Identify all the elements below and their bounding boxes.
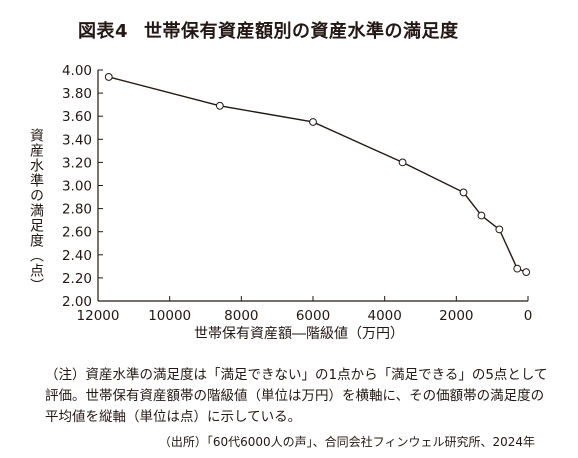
x-tick-label: 2000 bbox=[439, 308, 473, 324]
y-tick-label: 2.20 bbox=[62, 271, 92, 287]
x-tick-label: 8000 bbox=[224, 308, 258, 324]
data-point bbox=[495, 225, 504, 234]
x-tick-label: 12000 bbox=[77, 308, 120, 324]
x-tick-label: 0 bbox=[524, 308, 533, 324]
y-tick-label: 3.20 bbox=[62, 155, 92, 171]
data-point bbox=[398, 158, 407, 167]
y-axis-label: 資産水準の満足度（点） bbox=[28, 128, 44, 293]
chart-title: 図表4 世帯保有資産額別の資産水準の満足度 bbox=[78, 17, 459, 43]
x-tick-label: 6000 bbox=[296, 308, 330, 324]
y-tick-label: 2.40 bbox=[62, 248, 92, 264]
data-point bbox=[477, 211, 486, 220]
series-line bbox=[108, 76, 527, 273]
y-tick-label: 2.00 bbox=[62, 294, 92, 310]
chart-note: （注）資産水準の満足度は「満足できない」の1点から「満足できる」の5点として評価… bbox=[45, 367, 548, 425]
y-tick-label: 3.40 bbox=[62, 132, 92, 148]
x-tick-label: 4000 bbox=[367, 308, 401, 324]
data-point bbox=[459, 188, 468, 197]
data-point bbox=[522, 268, 531, 277]
figure-number: 図表4 bbox=[78, 21, 129, 42]
x-axis-label: 世帯保有資産額―階級値（万円） bbox=[194, 326, 404, 342]
y-tick-label: 4.00 bbox=[62, 63, 92, 79]
y-tick-label: 2.60 bbox=[62, 225, 92, 241]
chart-source: （出所）「60代6000人の声」、合同会社フィンウェル研究所、2024年 bbox=[158, 435, 535, 449]
data-point bbox=[215, 101, 224, 110]
x-tick-label: 10000 bbox=[148, 308, 191, 324]
y-tick-label: 3.80 bbox=[62, 86, 92, 102]
y-tick-label: 3.60 bbox=[62, 109, 92, 125]
figure-title-text: 世帯保有資産額別の資産水準の満足度 bbox=[144, 21, 459, 42]
y-tick-label: 2.80 bbox=[62, 202, 92, 218]
data-point bbox=[513, 264, 522, 273]
data-point bbox=[104, 73, 113, 81]
data-point bbox=[309, 118, 317, 126]
y-tick-label: 3.00 bbox=[62, 179, 92, 195]
